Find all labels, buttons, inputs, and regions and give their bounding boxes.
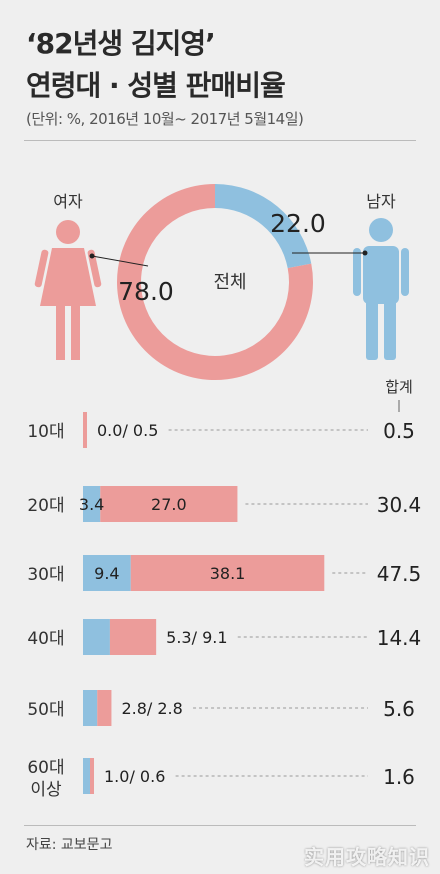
male-torso-icon	[363, 246, 399, 304]
bar-total-label: 47.5	[377, 562, 422, 586]
legend-female-label: 여자	[53, 192, 83, 211]
donut-label-male: 22.0	[270, 209, 326, 238]
male-right-arm-icon	[401, 248, 409, 296]
total-header: 합계	[385, 378, 413, 396]
donut-label-female: 78.0	[118, 277, 174, 306]
bar-value-label: 0.0/ 0.5	[97, 421, 158, 440]
donut-center-label: 전체	[213, 272, 246, 293]
category-label: 30대	[27, 565, 64, 585]
bar-total-label: 5.6	[383, 697, 415, 721]
bar-value-label: 1.0/ 0.6	[104, 767, 165, 786]
bar-label-male: 9.4	[94, 564, 119, 583]
bar-female	[90, 758, 94, 794]
category-label: 20대	[27, 496, 64, 516]
male-connector-dot	[363, 251, 368, 256]
bar-total-label: 30.4	[377, 493, 422, 517]
male-head-icon	[369, 218, 393, 242]
source-note: 자료: 교보문고	[26, 834, 112, 854]
bar-male	[83, 758, 90, 794]
bar-label-female: 27.0	[151, 495, 187, 514]
bar-male	[83, 690, 97, 726]
bar-female	[97, 690, 111, 726]
category-label: 60대	[27, 758, 64, 778]
bottom-divider	[24, 825, 416, 826]
bar-total-label: 14.4	[377, 626, 422, 650]
bar-label-female: 38.1	[210, 564, 246, 583]
bar-male	[83, 619, 110, 655]
bar-label-male: 3.4	[79, 495, 104, 514]
bar-value-label: 2.8/ 2.8	[121, 699, 182, 718]
category-label: 10대	[27, 422, 64, 442]
category-label: 40대	[27, 629, 64, 649]
legend-male-label: 남자	[366, 192, 396, 211]
male-left-leg-icon	[366, 298, 378, 360]
male-left-arm-icon	[353, 248, 361, 296]
bar-total-label: 1.6	[383, 765, 415, 789]
category-label: 50대	[27, 700, 64, 720]
bar-value-label: 5.3/ 9.1	[166, 628, 227, 647]
category-label: 이상	[30, 780, 62, 800]
female-body-icon	[40, 248, 96, 360]
male-right-leg-icon	[384, 298, 396, 360]
female-head-icon	[56, 220, 80, 244]
bar-female	[83, 412, 87, 448]
watermark: 实用攻略知识	[304, 841, 430, 870]
bar-female	[110, 619, 156, 655]
bar-total-label: 0.5	[383, 419, 415, 443]
